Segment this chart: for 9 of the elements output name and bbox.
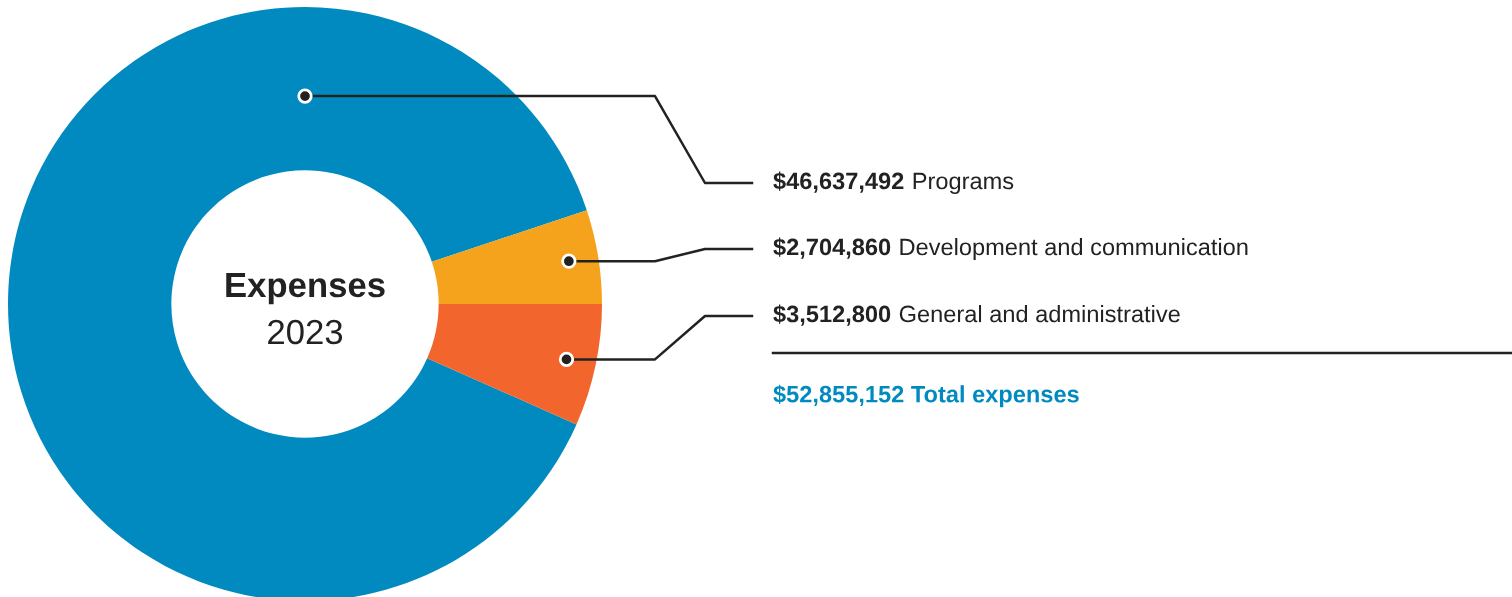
slice-label: General and administrative: [899, 304, 1180, 323]
data-label: $46,637,492: [773, 171, 904, 193]
text: $52,855,152 Total expenses: [773, 384, 1079, 408]
text: Expenses: [226, 273, 385, 305]
text: 2023: [268, 319, 343, 345]
slice-label: Programs: [913, 172, 1014, 194]
slice-label: Development and communication: [900, 237, 1248, 260]
data-label: $2,704,860: [773, 237, 891, 259]
data-label: $3,512,800: [773, 304, 891, 326]
